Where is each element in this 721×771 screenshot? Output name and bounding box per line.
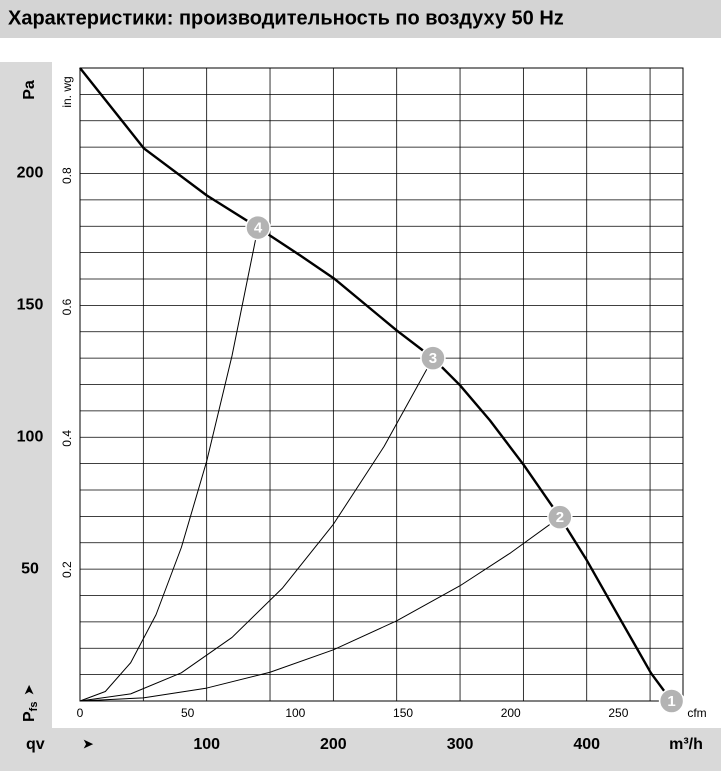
x2-tick-label: 200 [501, 706, 521, 720]
x2-tick-label: 50 [181, 706, 195, 720]
y-tick-label: 150 [17, 297, 44, 314]
y-arrow: ➤ [21, 684, 37, 696]
operating-point-label: 3 [429, 350, 437, 367]
x-unit: m³/h [669, 736, 703, 753]
operating-point [245, 214, 271, 241]
y-label-subscript: fs [28, 702, 40, 712]
x2-tick-label: 150 [393, 706, 413, 720]
x-tick-label: 200 [320, 736, 347, 753]
curve [79, 227, 259, 702]
y-tick-label: 100 [17, 428, 44, 445]
operating-point [658, 688, 685, 714]
y-label-symbol: P [21, 711, 38, 722]
operating-point [420, 345, 446, 371]
x2-unit: cfm [687, 706, 706, 720]
y-label: Pfs [21, 702, 40, 722]
curve [79, 357, 434, 702]
x-tick-label: 300 [447, 736, 474, 753]
operating-point-label: 1 [667, 693, 675, 710]
title-bar [0, 0, 721, 38]
y2-tick-label: 0.6 [60, 298, 74, 315]
x2-tick-label: 250 [608, 706, 628, 720]
y-tick-label: 50 [21, 560, 39, 577]
x-tick-label: 400 [573, 736, 600, 753]
x-arrow: ➤ [82, 736, 94, 752]
operating-point-label: 2 [556, 509, 564, 526]
chart-title: Характеристики: производительность по во… [8, 7, 564, 29]
bottom-band [0, 728, 721, 771]
y2-tick-label: 0.2 [60, 561, 74, 578]
x2-tick-label: 0 [77, 706, 84, 720]
y2-tick-label: 0.4 [60, 430, 74, 447]
x-label: qv [26, 736, 45, 753]
curve [79, 67, 673, 702]
curve [79, 516, 561, 702]
x2-tick-label: 100 [285, 706, 305, 720]
y2-unit: in. wg [60, 76, 74, 107]
x-tick-label: 100 [193, 736, 220, 753]
y-unit: Pa [21, 80, 38, 100]
operating-point-label: 4 [254, 220, 263, 237]
operating-point [547, 504, 573, 530]
y-tick-label: 200 [17, 165, 44, 182]
y2-tick-label: 0.8 [60, 167, 74, 184]
plot-frame [79, 67, 684, 702]
left-band [0, 62, 52, 771]
